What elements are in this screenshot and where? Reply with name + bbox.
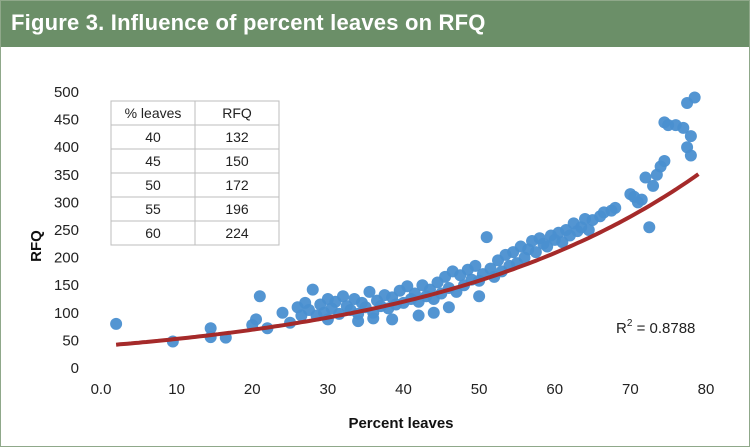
data-point [401, 280, 414, 293]
x-tick-label: 50 [471, 381, 488, 398]
y-tick-label: 500 [54, 84, 79, 101]
data-point [688, 91, 701, 104]
x-axis-ticks: 0.0 10 20 30 40 50 60 70 80 [91, 381, 715, 398]
data-point [427, 306, 440, 319]
data-point [442, 301, 455, 314]
y-tick-label: 250 [54, 222, 79, 239]
data-point [684, 130, 697, 143]
r-squared-label: R [616, 320, 627, 337]
table-header-cell: RFQ [222, 105, 252, 121]
data-point [677, 121, 690, 134]
data-point [412, 309, 425, 322]
r-squared-annotation: R2 = 0.8788 [616, 318, 695, 337]
y-axis-ticks: 0 50 100 150 200 250 300 350 400 450 500 [54, 84, 79, 377]
data-point [306, 283, 319, 296]
data-point [609, 201, 622, 214]
y-tick-label: 450 [54, 112, 79, 129]
data-point [363, 285, 376, 298]
r-squared-superscript: 2 [627, 318, 633, 329]
data-point [473, 290, 486, 303]
data-point [337, 290, 349, 303]
trendline [115, 172, 700, 347]
data-point [469, 259, 482, 272]
y-tick-label: 100 [54, 305, 79, 322]
data-point [352, 315, 365, 328]
x-tick-label: 80 [698, 381, 715, 398]
table-cell: 172 [225, 177, 249, 193]
r-squared-value: = 0.8788 [632, 320, 695, 337]
x-axis-label: Percent leaves [348, 415, 453, 432]
data-point [647, 179, 660, 192]
table-header-cell: % leaves [125, 105, 182, 121]
y-tick-label: 0 [71, 360, 79, 377]
data-point [367, 312, 380, 325]
y-tick-label: 150 [54, 277, 79, 294]
table-cell: 45 [145, 153, 161, 169]
table-cell: 50 [145, 177, 161, 193]
table-cell: 60 [145, 225, 161, 241]
x-tick-label: 0.0 [91, 381, 112, 398]
x-tick-label: 60 [546, 381, 563, 398]
data-point [204, 322, 217, 335]
table-cell: 224 [225, 225, 249, 241]
x-tick-label: 30 [320, 381, 337, 398]
table-cell: 132 [225, 129, 249, 145]
data-point [684, 149, 697, 162]
x-tick-label: 40 [395, 381, 412, 398]
x-tick-label: 70 [622, 381, 639, 398]
x-tick-label: 20 [244, 381, 261, 398]
table-cell: 55 [145, 201, 161, 217]
y-tick-label: 200 [54, 250, 79, 267]
data-point [386, 313, 399, 326]
y-tick-label: 300 [54, 194, 79, 211]
figure-title: Figure 3. Influence of percent leaves on… [11, 10, 486, 35]
data-point [529, 246, 542, 259]
data-point [639, 171, 652, 184]
data-point [110, 317, 123, 330]
data-point [582, 224, 595, 236]
y-axis-label: RFQ [28, 230, 45, 262]
data-point [480, 231, 493, 244]
y-tick-label: 350 [54, 167, 79, 184]
data-point [253, 290, 266, 303]
data-point [658, 155, 671, 167]
data-point [276, 306, 289, 319]
data-point [643, 221, 656, 234]
table-cell: 150 [225, 153, 249, 169]
table-cell: 196 [225, 201, 249, 217]
data-point [635, 193, 648, 206]
x-tick-label: 10 [168, 381, 185, 398]
data-point [250, 313, 263, 326]
y-tick-label: 50 [62, 332, 79, 349]
figure-header: Figure 3. Influence of percent leaves on… [1, 1, 749, 47]
table-cell: 40 [145, 129, 161, 145]
y-tick-label: 400 [54, 139, 79, 156]
data-table: % leaves RFQ 40 132 45 150 50 172 55 196 60 224 [110, 100, 280, 246]
